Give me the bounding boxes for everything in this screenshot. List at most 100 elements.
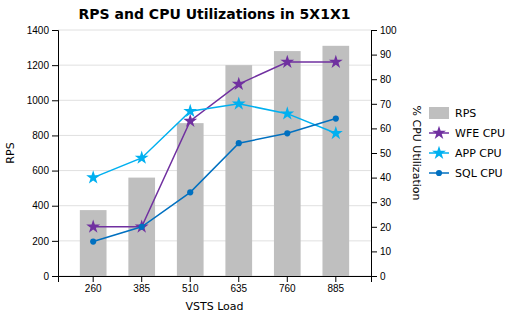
tick-mark [371,79,377,80]
tick-mark [371,128,377,129]
tick-label: 385 [133,283,150,294]
marker [280,55,294,68]
tick-label: 0 [43,271,49,282]
tick-mark [238,276,239,282]
legend-item: WFE CPU [429,126,505,140]
axis-line [59,277,372,283]
tick: 885 [327,276,344,294]
line-series [86,96,343,183]
tick-label: 20 [380,222,392,233]
tick: 1200 [27,60,58,71]
bar [274,51,301,276]
tick-label: 10 [380,246,392,257]
tick-mark [93,276,94,282]
chart: 2603855106357608850200400600800100012001… [0,0,516,318]
tick-label: 0 [380,271,386,282]
legend-label: SQL CPU [455,167,503,180]
tick: 30 [371,197,392,208]
legend-label: APP CPU [455,147,502,160]
tick: 1400 [27,25,58,36]
tick-label: 200 [32,236,49,247]
legend-marker [432,146,446,159]
tick: 0 [43,271,58,282]
marker [329,126,343,139]
legend-label: WFE CPU [455,127,505,140]
x-axis-title: VSTS Load [185,300,243,313]
tick: 40 [371,172,392,183]
line [93,62,336,227]
tick-label: 885 [327,283,344,294]
line-series [90,115,339,244]
marker [90,238,96,244]
tick-label: 30 [380,197,392,208]
tick: 10 [371,246,392,257]
bar [225,65,252,276]
grid [58,30,371,276]
tick: 70 [371,99,392,110]
y-axis: 0 200 400 600 800 1000 1200 1400 [27,25,59,282]
legend-item: APP CPU [429,146,502,160]
tick-label: 90 [380,49,392,60]
bar [322,46,349,276]
marker [280,106,294,119]
tick: 635 [230,276,247,294]
tick-label: 400 [32,200,49,211]
legend-item: RPS [429,107,476,120]
axis-line [52,31,59,277]
tick-mark [141,276,142,282]
marker [135,151,149,164]
y-axis-title: RPS [4,142,17,163]
tick: 100 [371,25,397,36]
tick-mark [371,276,377,277]
tick-mark [287,276,288,282]
marks [80,46,349,276]
tick-mark [52,30,58,31]
tick-label: 635 [230,283,247,294]
tick-mark [371,178,377,179]
tick-mark [371,251,377,252]
tick-label: 60 [380,123,392,134]
marker [232,96,246,109]
legend: RPS WFE CPU APP CPU SQL CPU [429,107,505,180]
tick-mark [371,153,377,154]
tick: 800 [32,130,58,141]
tick-label: 80 [380,74,392,85]
y2-axis-title: % CPU Utilization [410,106,423,201]
marker [284,130,290,136]
legend-marker [432,126,446,139]
tick-mark [335,276,336,282]
tick: 90 [371,49,392,60]
tick-mark [52,241,58,242]
marker [86,170,100,183]
tick-label: 1400 [27,25,50,36]
tick-label: 760 [279,283,296,294]
tick-mark [52,65,58,66]
line [93,119,336,242]
marker [329,55,343,68]
tick-mark [52,171,58,172]
marker [139,224,145,230]
tick-mark [52,135,58,136]
tick-mark [371,202,377,203]
legend-label: RPS [455,107,476,120]
tick-mark [52,206,58,207]
tick: 260 [85,276,102,294]
tick-label: 260 [85,283,102,294]
y2-axis: 0102030405060708090100 [371,25,397,282]
tick-label: 1000 [27,95,50,106]
plot: 2603855106357608850200400600800100012001… [27,25,397,294]
tick-label: 40 [380,172,392,183]
tick-label: 600 [32,165,49,176]
tick-label: 100 [380,25,397,36]
marker [135,219,149,232]
tick: 600 [32,165,58,176]
marker [236,140,242,146]
line [93,104,336,178]
tick: 80 [371,74,392,85]
marker [183,104,197,117]
tick-mark [52,276,58,277]
tick: 60 [371,123,392,134]
tick-label: 1200 [27,60,50,71]
x-axis: 260385510635760885 [59,276,372,294]
tick-label: 800 [32,130,49,141]
